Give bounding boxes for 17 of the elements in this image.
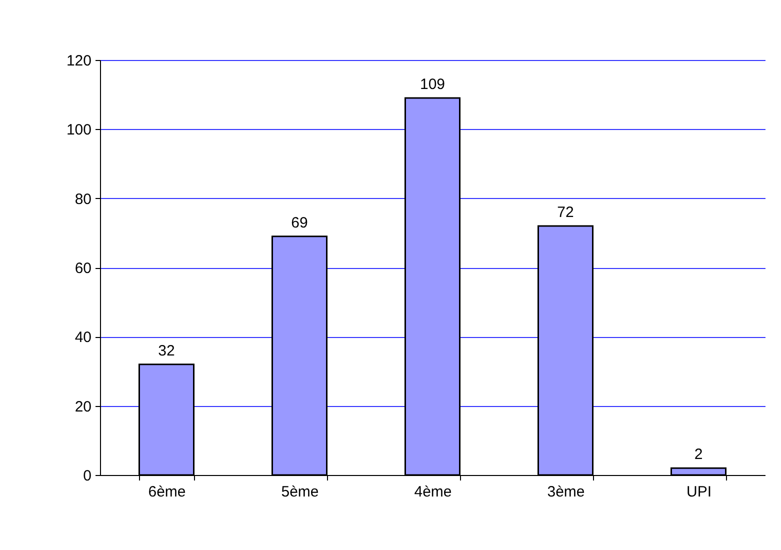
y-tick-label: 100 <box>66 122 92 139</box>
y-tick-label: 80 <box>74 190 92 208</box>
x-tick-label: 3ème <box>547 484 585 500</box>
data-label: 2 <box>694 446 703 464</box>
y-tick-label: 40 <box>74 329 92 346</box>
y-tick-label: 120 <box>66 52 92 70</box>
x-tick-label: UPI <box>686 484 712 500</box>
x-tick-label: 4ème <box>414 484 452 500</box>
data-label: 109 <box>420 76 446 94</box>
data-label: 32 <box>158 342 175 360</box>
data-label: 69 <box>291 214 308 232</box>
y-tick-label: 0 <box>83 468 92 484</box>
y-tick-label: 60 <box>74 260 92 277</box>
data-label: 72 <box>557 204 574 221</box>
y-tick-label: 20 <box>74 398 92 416</box>
x-tick-label: 5ème <box>281 484 319 500</box>
x-tick-label: 6ème <box>148 484 186 500</box>
